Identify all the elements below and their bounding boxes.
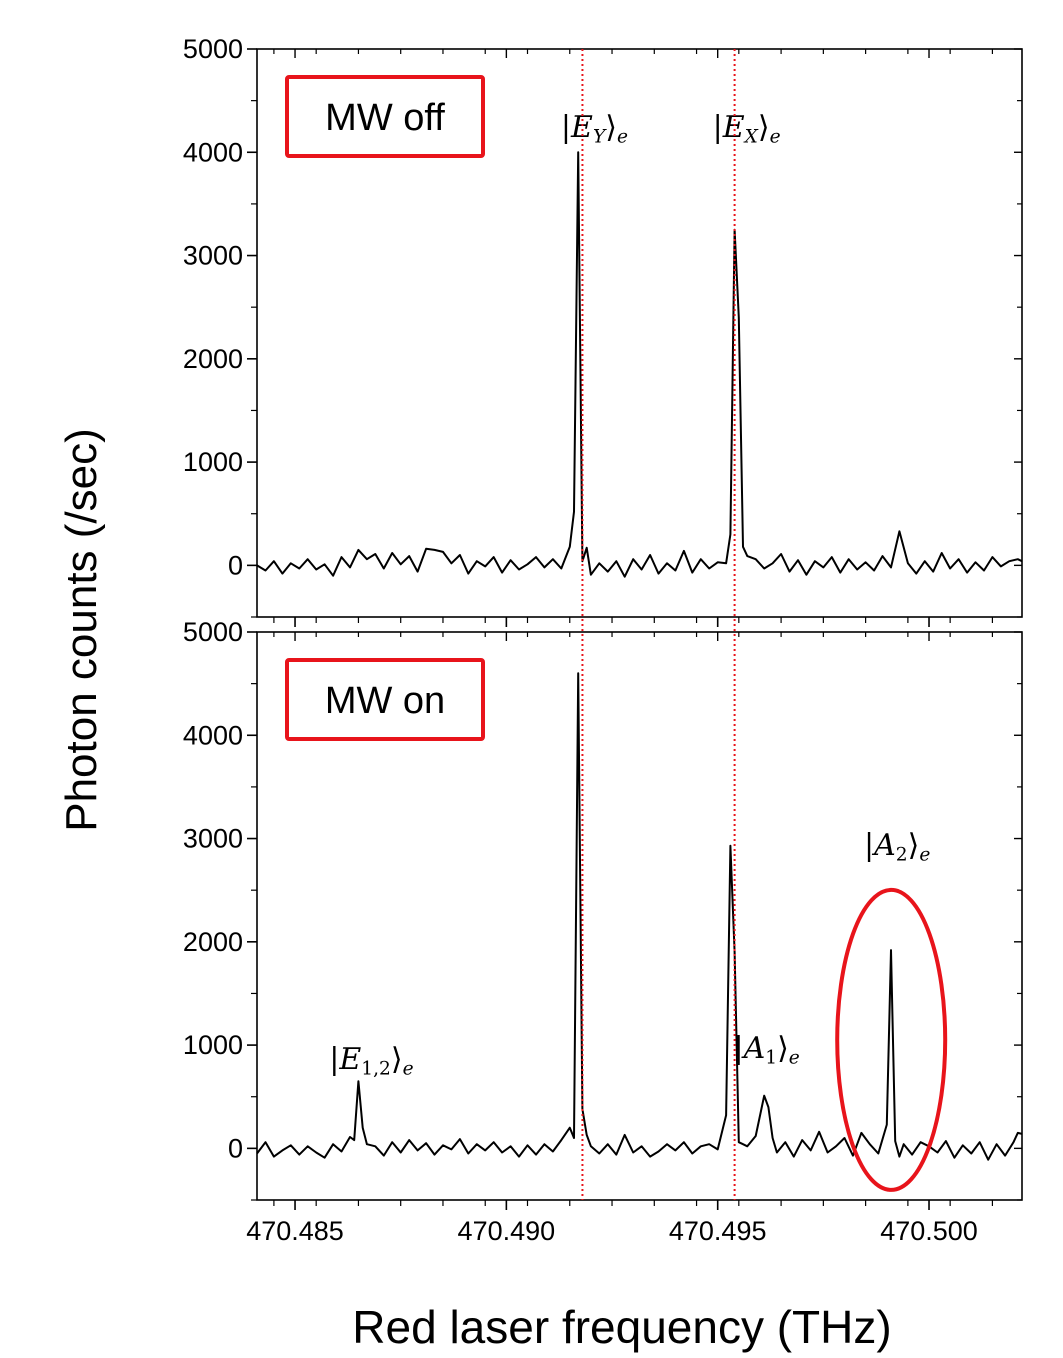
peak-label: |A2⟩e [864, 828, 930, 865]
plot-frame [256, 631, 1023, 1201]
y-tick-label: 1000 [183, 447, 243, 477]
peak-label: |EX⟩e [713, 110, 781, 147]
mw-label: MW on [325, 680, 445, 722]
x-tick-label: 470.485 [246, 1216, 344, 1246]
y-tick-label: 4000 [183, 720, 243, 750]
top-panel: 0 1000 2000 3000 4000 5000 MW off |EY⟩e |EX⟩e [183, 34, 1023, 627]
x-tick-label: 470.490 [458, 1216, 556, 1246]
y-tick-label: 5000 [183, 34, 243, 64]
x-axis-title: Red laser frequency (THz) [352, 1301, 891, 1353]
x-tick-label: 470.495 [669, 1216, 767, 1246]
x-axis: 470.485 470.490 470.495 470.500 [246, 1216, 978, 1246]
data-line [256, 151, 1023, 578]
y-tick-label: 0 [228, 1133, 243, 1163]
mw-label-box [285, 75, 485, 158]
y-tick-label: 2000 [183, 344, 243, 374]
y-tick-label: 1000 [183, 1030, 243, 1060]
plot-frame [256, 48, 1023, 618]
y-axis-title: Photon counts (/sec) [57, 428, 106, 832]
y-tick-label: 5000 [183, 617, 243, 647]
peak-label: |A1⟩e [733, 1031, 799, 1068]
y-tick-label: 0 [228, 550, 243, 580]
data-line [256, 672, 1023, 1161]
y-tick-label: 4000 [183, 137, 243, 167]
highlight-ellipse [835, 887, 948, 1192]
mw-label: MW off [325, 97, 445, 139]
bottom-panel: 0 1000 2000 3000 4000 5000 MW on |E1,2⟩e |A1⟩e |A… [183, 617, 1023, 1210]
y-tick-label: 3000 [183, 824, 243, 854]
peak-label: |EY⟩e [561, 110, 628, 147]
mw-label-box [285, 658, 485, 741]
reference-lines [581, 49, 736, 1200]
y-tick-label: 3000 [183, 241, 243, 271]
peak-label: |E1,2⟩e [329, 1042, 413, 1079]
y-tick-label: 2000 [183, 927, 243, 957]
x-tick-label: 470.500 [880, 1216, 978, 1246]
